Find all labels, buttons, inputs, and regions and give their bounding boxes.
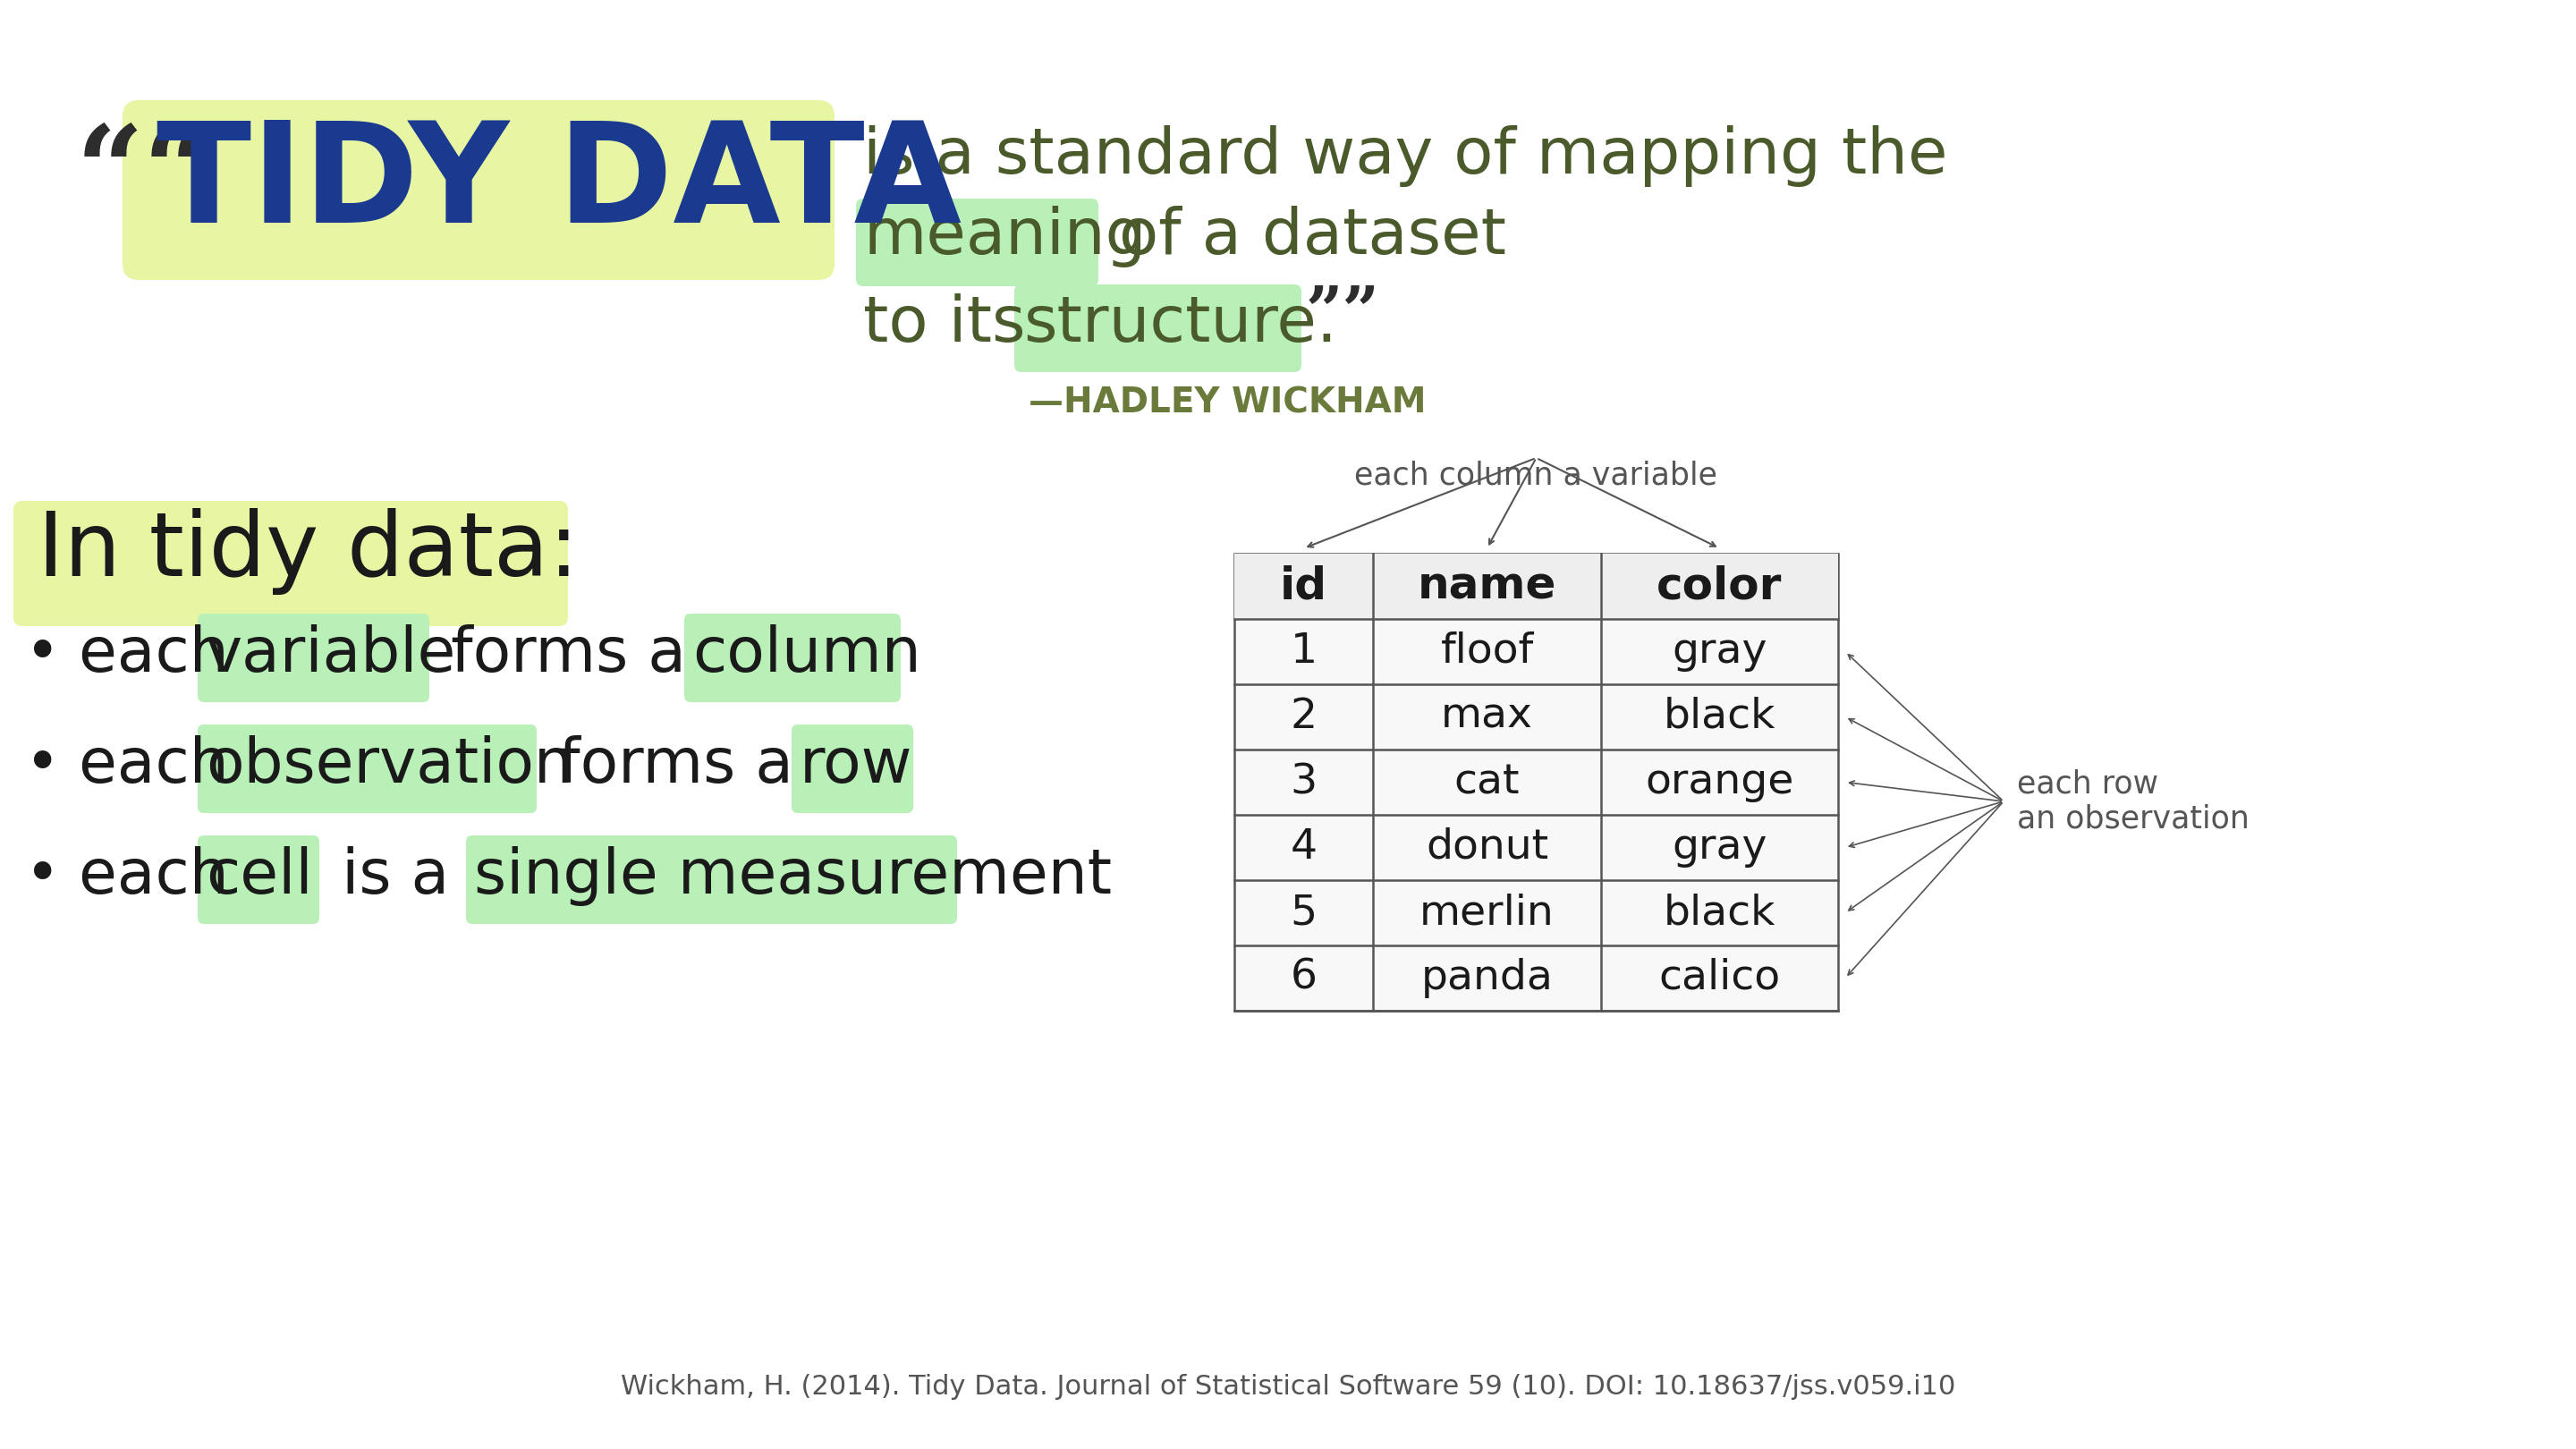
Text: each: each	[80, 625, 247, 684]
Text: TIDY DATA: TIDY DATA	[157, 116, 961, 252]
Text: is a: is a	[322, 846, 469, 906]
Text: each: each	[80, 846, 247, 906]
Text: meaning: meaning	[863, 206, 1146, 268]
FancyBboxPatch shape	[198, 836, 319, 924]
Text: row: row	[799, 735, 912, 796]
Text: each column a variable: each column a variable	[1355, 459, 1718, 490]
Text: 6: 6	[1291, 958, 1316, 998]
FancyBboxPatch shape	[198, 613, 430, 703]
Text: color: color	[1656, 565, 1783, 607]
Text: 2: 2	[1291, 697, 1316, 738]
FancyBboxPatch shape	[466, 836, 958, 924]
Text: black: black	[1664, 893, 1775, 933]
FancyBboxPatch shape	[685, 613, 902, 703]
FancyBboxPatch shape	[1234, 554, 1839, 619]
Text: —HADLEY WICKHAM: —HADLEY WICKHAM	[1028, 387, 1427, 420]
Text: •: •	[26, 735, 59, 794]
Text: to its: to its	[863, 293, 1046, 355]
Text: In tidy data:: In tidy data:	[39, 509, 580, 594]
Text: 1: 1	[1291, 632, 1316, 672]
Text: •: •	[26, 625, 59, 684]
Text: id: id	[1280, 565, 1327, 607]
FancyBboxPatch shape	[198, 724, 536, 813]
Text: is a standard way of mapping the: is a standard way of mapping the	[863, 125, 1947, 187]
Text: single measurement: single measurement	[474, 846, 1113, 906]
Text: donut: donut	[1425, 827, 1548, 868]
Text: ””: ””	[1306, 281, 1381, 345]
FancyBboxPatch shape	[1015, 284, 1301, 372]
Text: observation: observation	[206, 735, 574, 796]
Text: ““: ““	[77, 120, 211, 236]
Text: gray: gray	[1672, 827, 1767, 868]
Text: each: each	[80, 735, 247, 796]
Text: Wickham, H. (2014). Tidy Data. Journal of Statistical Software 59 (10). DOI: 10.: Wickham, H. (2014). Tidy Data. Journal o…	[621, 1374, 1955, 1400]
Text: variable: variable	[206, 625, 456, 684]
Text: calico: calico	[1659, 958, 1780, 998]
FancyBboxPatch shape	[791, 724, 914, 813]
Text: structure.: structure.	[1023, 293, 1337, 355]
Text: cat: cat	[1453, 762, 1520, 803]
Text: forms a: forms a	[538, 735, 814, 796]
Text: each row
an observation: each row an observation	[2017, 768, 2249, 835]
Text: max: max	[1440, 697, 1533, 738]
Text: black: black	[1664, 697, 1775, 738]
Text: merlin: merlin	[1419, 893, 1553, 933]
FancyBboxPatch shape	[124, 100, 835, 280]
FancyBboxPatch shape	[855, 199, 1097, 287]
Text: of a dataset: of a dataset	[1097, 206, 1507, 268]
Text: name: name	[1417, 565, 1556, 607]
FancyBboxPatch shape	[13, 501, 567, 626]
FancyBboxPatch shape	[1234, 554, 1839, 1011]
Text: •: •	[26, 846, 59, 906]
Text: forms a: forms a	[430, 625, 706, 684]
Text: gray: gray	[1672, 632, 1767, 672]
Text: floof: floof	[1440, 632, 1533, 672]
Text: 4: 4	[1291, 827, 1316, 868]
Text: panda: panda	[1422, 958, 1553, 998]
Text: cell: cell	[206, 846, 312, 906]
Text: 3: 3	[1291, 762, 1316, 803]
Text: column: column	[693, 625, 922, 684]
Text: orange: orange	[1646, 762, 1793, 803]
Text: 5: 5	[1291, 893, 1316, 933]
